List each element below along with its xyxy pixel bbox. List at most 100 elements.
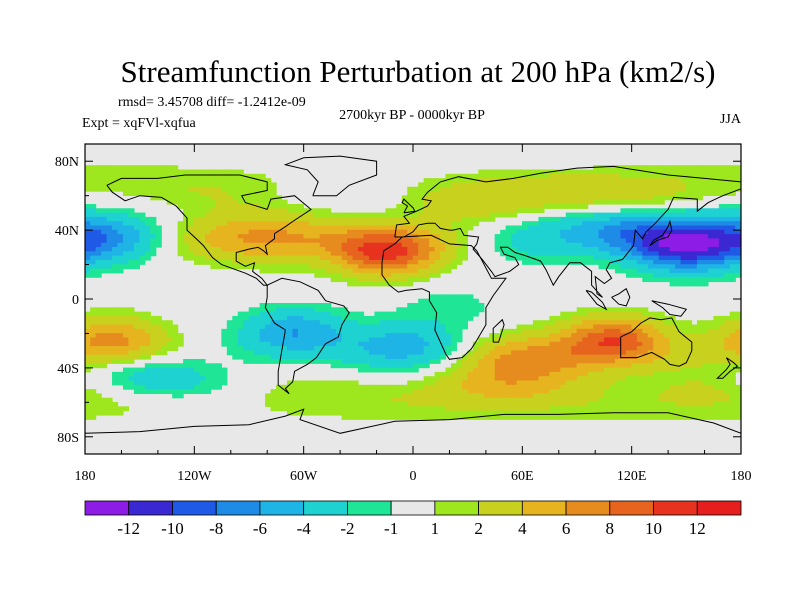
field-cell <box>188 178 195 184</box>
field-cell <box>500 341 507 347</box>
field-cell <box>297 337 304 343</box>
field-cell <box>707 350 714 356</box>
field-cell <box>631 358 638 364</box>
field-cell <box>532 328 540 334</box>
field-cell <box>522 354 529 360</box>
field-cell <box>538 354 545 360</box>
field-cell <box>276 358 283 364</box>
field-cell <box>314 320 321 326</box>
field-cell <box>576 315 583 321</box>
field-cell <box>128 315 135 321</box>
field-cell <box>636 389 643 395</box>
field-cell <box>276 199 283 205</box>
field-cell <box>319 397 326 403</box>
field-cell <box>292 259 299 265</box>
field-cell <box>150 384 157 390</box>
field-cell <box>412 212 419 218</box>
field-cell <box>270 320 277 326</box>
field-cell <box>325 333 332 339</box>
field-cell <box>647 341 654 347</box>
field-cell <box>248 337 255 343</box>
field-cell <box>472 298 479 304</box>
field-cell <box>516 255 523 261</box>
field-cell <box>450 298 458 304</box>
field-cell <box>609 376 616 382</box>
field-cell <box>341 315 348 321</box>
field-cell <box>538 186 545 192</box>
field-cell <box>653 277 660 283</box>
field-cell <box>117 208 124 214</box>
field-cell <box>221 341 228 347</box>
field-cell <box>593 333 600 339</box>
field-cell <box>576 333 583 339</box>
field-cell <box>735 173 741 179</box>
field-cell <box>204 186 212 192</box>
field-cell <box>204 384 212 390</box>
field-cell <box>418 238 425 244</box>
field-cell <box>724 376 731 382</box>
colorbar-swatch <box>172 500 217 516</box>
field-cell <box>631 195 638 201</box>
field-cell <box>122 186 130 192</box>
field-cell <box>669 268 676 274</box>
field-cell <box>101 397 108 403</box>
field-cell <box>729 203 736 209</box>
field-cell <box>724 234 731 240</box>
field-cell <box>254 221 261 227</box>
field-cell <box>450 225 458 231</box>
field-cell <box>101 410 108 416</box>
field-cell <box>434 268 441 274</box>
field-cell <box>319 384 326 390</box>
field-cell <box>314 216 321 222</box>
field-cell <box>527 402 534 407</box>
field-cell <box>456 333 463 339</box>
field-cell <box>150 251 157 257</box>
field-cell <box>226 191 233 196</box>
field-cell <box>604 311 611 317</box>
field-cell <box>276 255 283 261</box>
field-cell <box>724 315 731 321</box>
field-cell <box>713 247 720 252</box>
field-cell <box>669 212 676 218</box>
field-cell <box>549 173 556 179</box>
field-cell <box>259 268 266 274</box>
field-cell <box>188 191 195 196</box>
field-cell <box>658 182 665 188</box>
field-cell <box>237 324 244 330</box>
field-cell <box>549 229 556 235</box>
field-cell <box>101 307 108 313</box>
field-cell <box>412 307 419 313</box>
field-cell <box>718 247 725 252</box>
field-cell <box>620 259 627 265</box>
field-cell <box>593 341 600 347</box>
field-cell <box>281 341 288 347</box>
field-cell <box>412 367 419 373</box>
field-cell <box>254 333 261 339</box>
field-cell <box>336 268 343 274</box>
field-cell <box>511 414 518 420</box>
field-cell <box>625 225 632 231</box>
field-cell <box>571 203 578 209</box>
field-cell <box>560 358 567 364</box>
field-cell <box>292 225 299 231</box>
field-cell <box>204 234 212 240</box>
colorbar: -12 -10 -8 -6 -4 -2 -1 1 2 4 6 8 10 12 <box>84 500 742 538</box>
field-cell <box>571 358 578 364</box>
field-cell <box>543 397 550 403</box>
field-cell <box>210 221 217 227</box>
field-cell <box>696 406 704 412</box>
field-cell <box>696 191 704 196</box>
field-cell <box>680 410 687 416</box>
field-cell <box>560 380 567 386</box>
field-cell <box>680 414 687 420</box>
field-cell <box>166 195 173 201</box>
field-cell <box>696 346 704 351</box>
field-cell <box>106 264 113 270</box>
field-cell <box>543 186 550 192</box>
field-cell <box>177 337 184 343</box>
field-cell <box>609 195 616 201</box>
field-cell <box>407 247 414 252</box>
field-cell <box>172 380 179 386</box>
field-cell <box>166 173 173 179</box>
field-cell <box>128 238 135 244</box>
